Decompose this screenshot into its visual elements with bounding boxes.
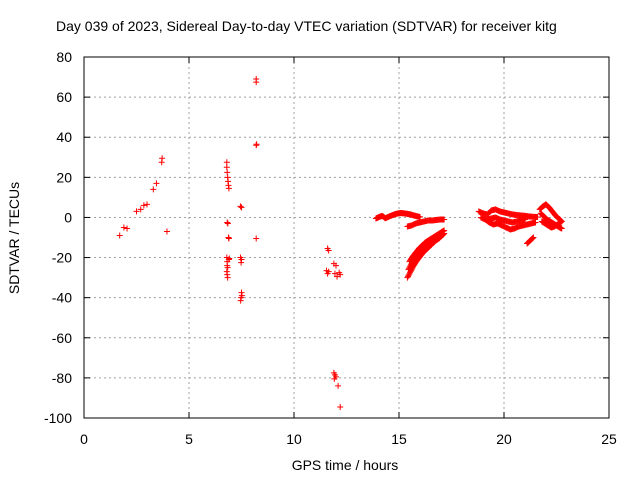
data-point (144, 201, 150, 208)
chart-title: Day 039 of 2023, Sidereal Day-to-day VTE… (56, 18, 557, 34)
y-tick-label: 40 (56, 129, 72, 145)
y-tick-label: -40 (52, 290, 72, 306)
data-point (253, 79, 260, 86)
data-point (225, 235, 232, 242)
data-point (224, 274, 231, 281)
x-tick-label: 5 (185, 431, 193, 447)
data-point (529, 235, 536, 242)
data-point (534, 214, 541, 221)
x-tick-label: 15 (391, 431, 407, 447)
x-tick-label: 20 (496, 431, 512, 447)
data-point (331, 270, 338, 277)
data-point (223, 164, 230, 171)
data-point (558, 225, 565, 232)
data-point (150, 186, 157, 193)
y-tick-label: 80 (56, 49, 72, 65)
data-point (253, 141, 260, 148)
data-point (337, 403, 344, 410)
data-point (530, 234, 537, 241)
data-point (223, 159, 230, 166)
data-point (225, 185, 232, 192)
data-point (159, 155, 166, 162)
axis-ticks: 0 5 10 15 20 25 -100 -80 -60 -40 -20 0 20 40 60 80 (44, 49, 617, 447)
data-point (532, 219, 539, 226)
data-point (226, 255, 233, 262)
data-point (529, 235, 536, 242)
y-tick-label: 20 (56, 169, 72, 185)
data-point (224, 220, 231, 227)
data-point (133, 208, 140, 215)
data-point (224, 169, 231, 176)
data-point (522, 216, 528, 223)
data-point (331, 375, 338, 382)
y-tick-label: -60 (52, 330, 72, 346)
data-point (253, 235, 260, 242)
data-point (237, 203, 244, 210)
data-point (124, 225, 131, 232)
data-point (116, 232, 123, 239)
data-point (163, 228, 170, 235)
x-axis-label: GPS time / hours (291, 457, 399, 473)
data-point (137, 206, 144, 213)
data-point (238, 204, 245, 211)
data-point (238, 259, 245, 266)
grid-lines (84, 57, 609, 418)
plot-frame (83, 56, 610, 419)
data-point (237, 297, 244, 304)
data-point (441, 216, 448, 223)
data-point (120, 224, 127, 231)
data-point (224, 219, 231, 226)
y-tick-label: 0 (64, 209, 72, 225)
y-tick-label: -80 (52, 370, 72, 386)
x-tick-label: 10 (286, 431, 302, 447)
data-point (325, 268, 332, 275)
x-tick-label: 25 (601, 431, 617, 447)
data-point (417, 214, 423, 221)
data-point (238, 292, 245, 299)
y-tick-label: 60 (56, 89, 72, 105)
data-point (337, 271, 344, 278)
data-point (140, 202, 147, 209)
data-point (557, 219, 564, 226)
y-tick-label: -20 (52, 250, 72, 266)
x-tick-label: 0 (80, 431, 88, 447)
data-point (335, 382, 342, 389)
data-point (441, 227, 448, 234)
data-point (334, 273, 341, 280)
data-point (153, 180, 160, 187)
data-point (224, 264, 231, 271)
data-point (325, 247, 332, 254)
data-points (116, 76, 565, 410)
data-point (333, 262, 339, 269)
y-tick-label: -100 (44, 410, 72, 426)
